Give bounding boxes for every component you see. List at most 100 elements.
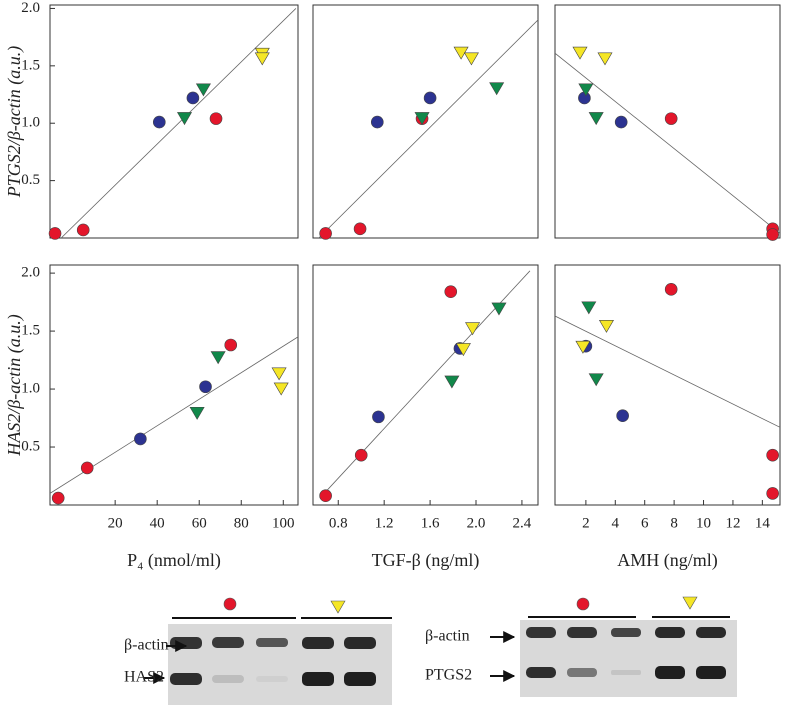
trend-line bbox=[318, 19, 538, 238]
point bbox=[616, 409, 629, 423]
point bbox=[48, 227, 62, 240]
point bbox=[766, 487, 779, 500]
panel bbox=[312, 4, 539, 240]
point bbox=[444, 375, 460, 389]
point bbox=[372, 410, 385, 424]
x-tick-label: 1.6 bbox=[421, 515, 440, 531]
point bbox=[575, 340, 591, 354]
point bbox=[195, 83, 211, 97]
x-tick-label: 6 bbox=[641, 515, 649, 531]
panel bbox=[554, 4, 781, 241]
gel-ptgs2: β-actin PTGS2 bbox=[425, 596, 737, 697]
point bbox=[186, 91, 200, 105]
panel: 0.5 1.0 1.5 2.0 20 40 60 80 100 P₄ (nmol/ml) HAS2/… bbox=[4, 264, 299, 571]
point bbox=[766, 448, 779, 462]
point bbox=[664, 112, 678, 125]
trend-line bbox=[555, 315, 780, 428]
gel-label: HAS2 bbox=[124, 669, 164, 686]
point bbox=[254, 52, 270, 66]
panel: 2 4 6 8 10 12 14 AMH (ng/ml) bbox=[554, 264, 781, 571]
point bbox=[598, 319, 614, 333]
y-tick-label: 1.0 bbox=[21, 115, 40, 131]
plot-frame bbox=[49, 264, 299, 506]
panel: 0.5 1.0 1.5 2.0 PTGS2/β-actin (a.u.) bbox=[4, 0, 299, 240]
trend-line bbox=[319, 270, 531, 499]
y-tick-label: 1.5 bbox=[21, 323, 40, 339]
x-tick-label: 2.0 bbox=[467, 515, 486, 531]
gel-label: PTGS2 bbox=[425, 667, 472, 684]
point bbox=[354, 448, 368, 462]
trend-line bbox=[60, 8, 297, 238]
x-axis-label: TGF-β (ng/ml) bbox=[372, 550, 480, 571]
point bbox=[588, 373, 604, 387]
point bbox=[463, 52, 479, 66]
plot-frame bbox=[554, 4, 781, 239]
point bbox=[370, 115, 384, 129]
point bbox=[353, 222, 367, 236]
x-tick-label: 60 bbox=[192, 515, 207, 531]
y-axis-label: PTGS2/β-actin (a.u.) bbox=[4, 46, 25, 198]
panel: 0.8 1.2 1.6 2.0 2.4 TGF-β (ng/ml) bbox=[312, 264, 539, 571]
point bbox=[210, 351, 226, 365]
point bbox=[489, 82, 505, 96]
x-tick-label: 10 bbox=[696, 515, 711, 531]
point bbox=[444, 285, 458, 298]
trend-line bbox=[555, 52, 780, 234]
y-tick-label: 1.0 bbox=[21, 380, 40, 396]
x-tick-label: 1.2 bbox=[375, 515, 394, 531]
x-tick-label: 14 bbox=[755, 515, 771, 531]
point bbox=[199, 380, 212, 394]
point bbox=[209, 112, 223, 125]
y-tick-label: 0.5 bbox=[21, 172, 40, 188]
point bbox=[80, 461, 94, 475]
gel-label: β-actin bbox=[425, 628, 470, 645]
point bbox=[224, 338, 238, 352]
point bbox=[176, 112, 193, 126]
point bbox=[271, 367, 287, 381]
y-tick-label: 0.5 bbox=[21, 438, 40, 454]
y-tick-label: 2.0 bbox=[21, 265, 40, 281]
x-tick-label: 100 bbox=[272, 515, 295, 531]
plot-frame bbox=[312, 264, 539, 506]
x-tick-label: 2.4 bbox=[513, 515, 532, 531]
y-tick-label: 2.0 bbox=[21, 0, 40, 16]
point bbox=[152, 115, 166, 129]
point bbox=[189, 406, 205, 420]
point bbox=[614, 115, 628, 129]
x-tick-label: 2 bbox=[582, 515, 590, 531]
point bbox=[423, 91, 437, 105]
point bbox=[455, 343, 471, 357]
point bbox=[588, 112, 604, 126]
point bbox=[572, 46, 588, 60]
point bbox=[319, 489, 332, 503]
x-axis-label: P₄ (nmol/ml) bbox=[127, 550, 221, 571]
point bbox=[664, 283, 678, 296]
x-tick-label: 20 bbox=[108, 515, 123, 531]
point bbox=[766, 228, 779, 241]
point bbox=[273, 382, 289, 396]
y-tick-label: 1.5 bbox=[21, 57, 40, 73]
point bbox=[578, 83, 594, 97]
x-tick-label: 12 bbox=[725, 515, 740, 531]
gel-label: β-actin bbox=[124, 637, 169, 654]
y-axis-label: HAS2/β-actin (a.u.) bbox=[4, 314, 25, 456]
point bbox=[414, 112, 430, 126]
point bbox=[465, 322, 481, 336]
x-tick-label: 8 bbox=[670, 515, 678, 531]
point bbox=[134, 432, 147, 446]
x-tick-label: 0.8 bbox=[329, 515, 348, 531]
x-axis-label: AMH (ng/ml) bbox=[617, 550, 718, 571]
point bbox=[597, 52, 613, 66]
point bbox=[581, 301, 597, 315]
x-tick-label: 4 bbox=[612, 515, 620, 531]
x-tick-label: 40 bbox=[150, 515, 165, 531]
plot-frame bbox=[312, 4, 539, 239]
plot-frame bbox=[554, 264, 781, 506]
point bbox=[76, 223, 90, 237]
x-tick-label: 80 bbox=[234, 515, 249, 531]
plot-frame bbox=[49, 4, 299, 239]
point bbox=[51, 491, 65, 505]
point bbox=[491, 302, 507, 316]
point bbox=[319, 227, 332, 240]
